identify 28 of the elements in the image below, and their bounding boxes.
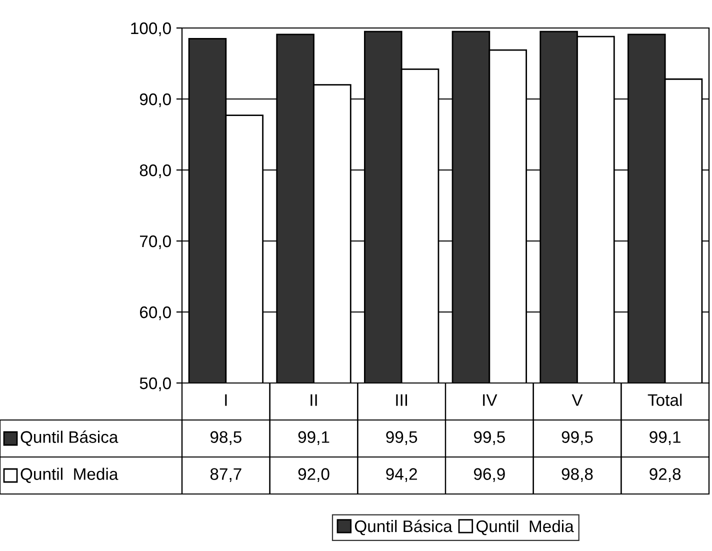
data-label: 92,8 <box>650 468 681 482</box>
text: Quntil Básica <box>20 430 118 446</box>
data-label: 94,2 <box>386 468 417 482</box>
legend-label: Quntil Media <box>476 520 574 536</box>
y-tick-label: 100,0 <box>131 22 171 36</box>
data-label: 96,9 <box>474 468 505 482</box>
x-tick-label: II <box>310 394 317 406</box>
data-label: 99,5 <box>474 431 505 445</box>
y-tick-label: 80,0 <box>140 164 171 178</box>
y-tick-label: 90,0 <box>140 93 171 108</box>
x-tick-label: V <box>572 394 583 406</box>
x-tick-label: IV <box>483 394 498 406</box>
x-tick-label: Total <box>648 394 682 406</box>
y-tick-label: 60,0 <box>140 306 171 320</box>
x-tick-label: III <box>396 394 407 406</box>
data-label: 92,0 <box>298 468 330 482</box>
y-tick-label: 70,0 <box>140 235 171 250</box>
data-label: 98,5 <box>210 431 242 445</box>
data-label: 87,7 <box>210 468 242 482</box>
x-tick-label: I <box>225 394 227 406</box>
data-label: 98,8 <box>562 468 593 482</box>
text: Quntil Media <box>20 468 118 483</box>
data-label: 99,5 <box>386 431 418 445</box>
legend-label: Quntil Básica <box>354 520 452 536</box>
y-tick-label: 50,0 <box>140 377 171 392</box>
data-label: 99,5 <box>562 431 593 445</box>
data-label: 99,1 <box>650 431 680 445</box>
data-label: 99,1 <box>298 431 330 445</box>
